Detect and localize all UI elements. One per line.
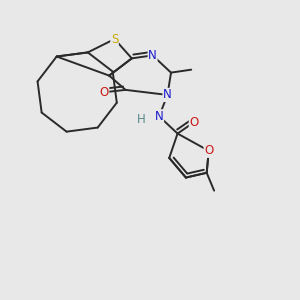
Text: N: N: [148, 49, 157, 62]
Text: O: O: [100, 86, 109, 99]
Text: N: N: [155, 110, 164, 123]
Text: O: O: [189, 116, 199, 129]
Text: S: S: [111, 32, 118, 46]
Text: H: H: [137, 113, 146, 126]
Text: O: O: [204, 144, 213, 157]
Text: N: N: [163, 88, 172, 101]
